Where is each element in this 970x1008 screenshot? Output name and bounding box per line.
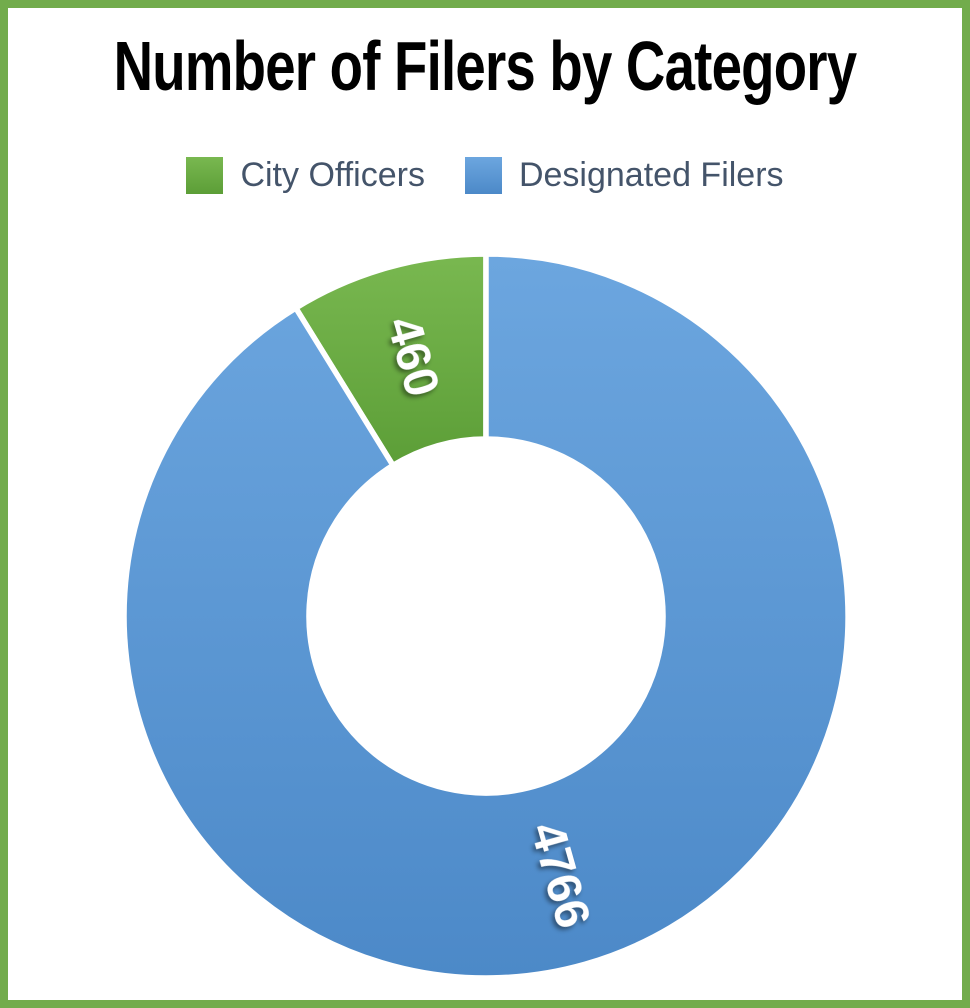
donut-slice-designated-filers [121,251,851,981]
legend-item-city-officers: City Officers [186,156,425,195]
chart-title: Number of Filers by Category [113,27,858,105]
legend-label-designated-filers: Designated Filers [518,156,784,194]
chart-legend: City Officers Designated Filers [0,156,970,195]
legend-swatch-designated-filers-icon [464,157,502,194]
legend-swatch-city-officers-icon [186,157,224,194]
legend-item-designated-filers: Designated Filers [464,156,784,195]
legend-label-city-officers: City Officers [240,156,425,194]
